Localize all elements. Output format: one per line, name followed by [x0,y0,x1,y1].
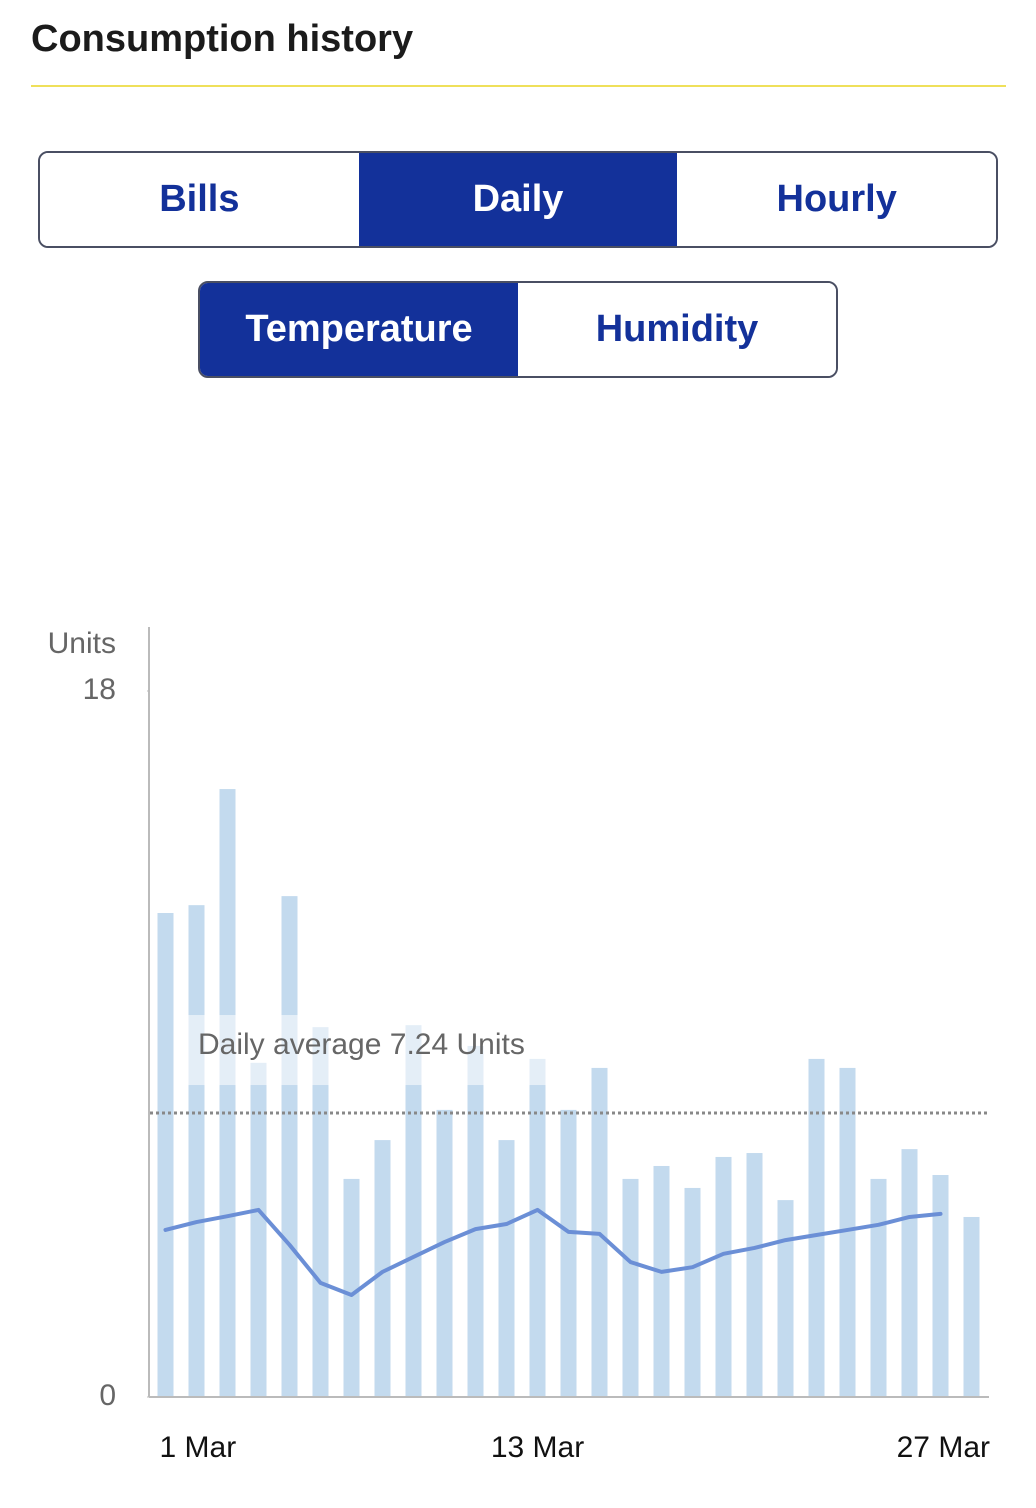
tab[interactable]: Bills [40,153,359,246]
bar [498,1140,515,1397]
bar [436,1109,453,1397]
bar [250,1062,267,1397]
temperature-line [163,1207,943,1298]
average-label-bg [188,1015,548,1086]
bar [963,1216,980,1397]
section-title: Consumption history [31,18,414,60]
bar [901,1149,918,1397]
x-tick-label: 13 Mar [491,1431,584,1464]
bar [219,789,236,1397]
average-label: Daily average 7.24 Units [198,1028,525,1061]
x-tick-label: 27 Mar [897,1431,990,1464]
overlay-tabs: Temperature Humidity [198,281,838,378]
y-tick-label: 0 [99,1379,116,1412]
divider [31,85,1006,87]
bar [529,1058,546,1397]
x-tick-label: 1 Mar [160,1431,237,1464]
bar [188,905,205,1397]
y-tick-label: 18 [83,673,116,706]
tab[interactable]: Daily [358,153,678,246]
bar [653,1165,670,1397]
bar [715,1156,732,1397]
bar [932,1175,949,1397]
bar [777,1200,794,1397]
tab[interactable]: Hourly [677,153,996,246]
bar [467,1045,484,1397]
tab[interactable]: Humidity [518,283,836,376]
y-axis-label: Units [48,627,116,660]
tab[interactable]: Temperature [200,283,518,376]
bar [343,1178,360,1397]
bar [839,1067,856,1397]
bar [281,896,298,1397]
bar [560,1109,577,1397]
bar [808,1058,825,1397]
bar [870,1178,887,1397]
bar [622,1178,639,1397]
bar [684,1187,701,1397]
bar [746,1153,763,1397]
bar [374,1140,391,1397]
bar [157,912,174,1397]
period-tabs: Bills Daily Hourly [38,151,998,248]
bar [312,1027,329,1397]
bar [405,1025,422,1397]
